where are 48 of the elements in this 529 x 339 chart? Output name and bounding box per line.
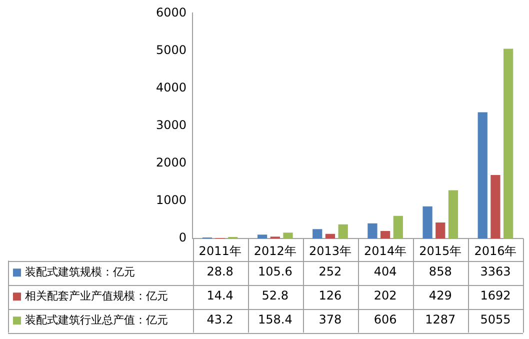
bar (436, 222, 446, 239)
bar (422, 206, 432, 239)
y-tick-label: 0 (178, 230, 187, 245)
data-label: 105.6 (258, 264, 292, 279)
data-label: 43.2 (206, 312, 234, 327)
bar (503, 48, 514, 239)
data-label: 378 (318, 312, 342, 327)
data-label: 3363 (480, 264, 511, 279)
data-label: 28.8 (206, 264, 234, 279)
x-tick-label: 2014年 (364, 244, 407, 258)
bar (325, 234, 336, 239)
x-tick-label: 2011年 (198, 244, 242, 258)
data-label: 858 (428, 264, 452, 279)
bar (490, 175, 500, 239)
x-tick-label: 2016年 (474, 244, 517, 258)
bar (283, 232, 293, 239)
y-tick-label: 3000 (156, 118, 187, 132)
data-label: 14.4 (206, 288, 234, 303)
legend-label: 装配式建筑规模：亿元 (25, 265, 135, 278)
x-tick-label: 2015年 (419, 244, 462, 258)
data-label: 252 (318, 264, 342, 279)
y-tick-label: 2000 (156, 156, 187, 170)
x-tick-label: 2012年 (254, 244, 296, 258)
y-tick-label: 1000 (156, 193, 187, 208)
data-label: 1287 (425, 312, 456, 327)
bar (368, 223, 378, 239)
data-label: 158.4 (258, 312, 292, 327)
data-label: 404 (374, 264, 397, 279)
legend-label: 相关配套产业产值规模：亿元 (25, 289, 168, 302)
data-label: 5055 (480, 312, 511, 327)
bar (380, 231, 390, 239)
data-label: 429 (428, 288, 452, 303)
data-label: 606 (374, 312, 397, 327)
data-label: 202 (374, 288, 397, 303)
bar (478, 112, 488, 239)
y-tick-label: 4000 (156, 80, 187, 94)
data-label: 1692 (480, 288, 511, 303)
bar (312, 229, 322, 239)
legend-label: 装配式建筑行业总产值：亿元 (25, 313, 168, 326)
data-label: 52.8 (262, 288, 289, 303)
bar (257, 234, 268, 239)
x-tick-label: 2013年 (308, 244, 352, 258)
bar (393, 216, 403, 239)
y-tick-label: 5000 (156, 42, 187, 57)
data-label: 126 (318, 288, 342, 303)
bar (448, 190, 458, 239)
y-tick-label: 6000 (156, 5, 187, 20)
bar (338, 224, 348, 239)
